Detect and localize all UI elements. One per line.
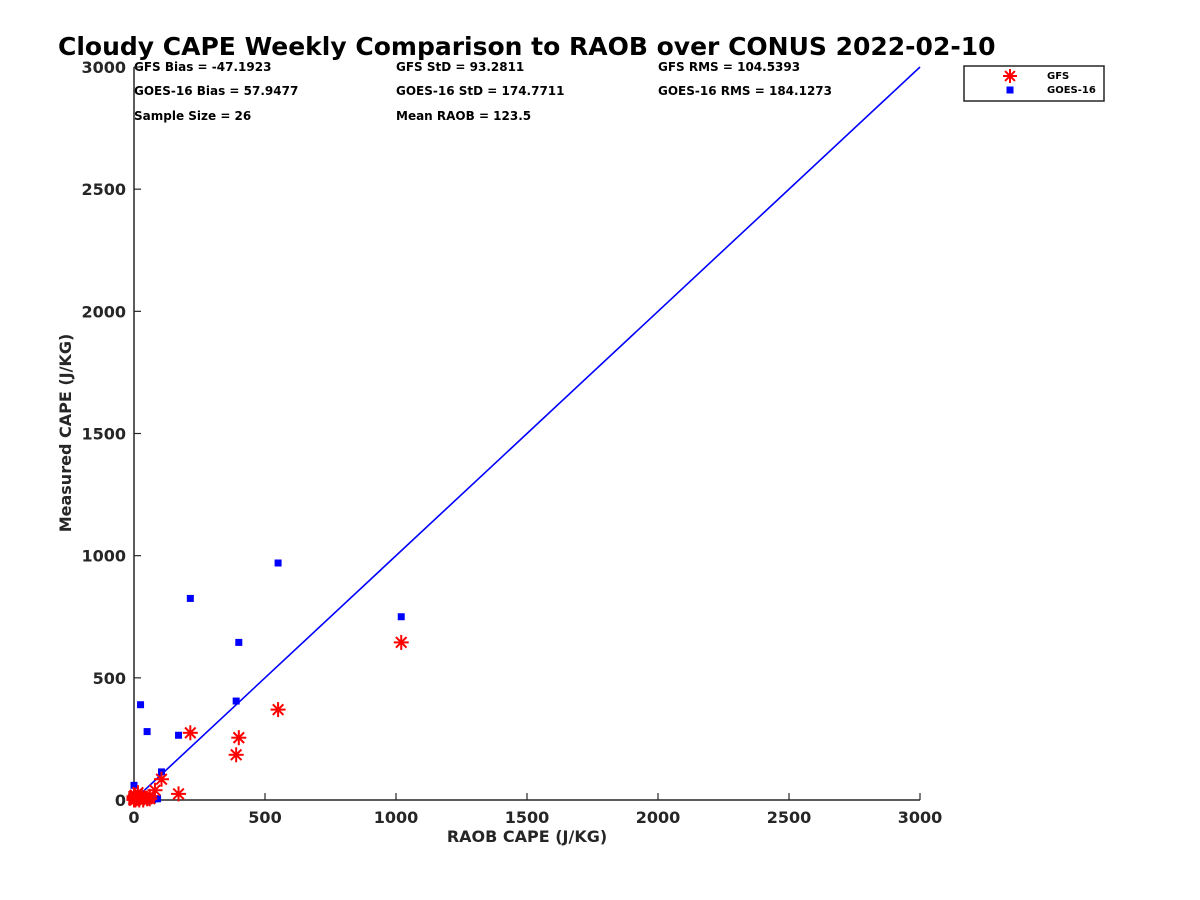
legend-gfs-marker [1003, 69, 1017, 83]
one-to-one-reference-line [133, 66, 921, 801]
gfs-series [126, 634, 409, 808]
stat-text: GFS StD = 93.2811 [396, 60, 524, 74]
goes16-point [137, 701, 145, 709]
legend-goes16-marker [1006, 86, 1014, 94]
legend: GFS GOES-16 [963, 65, 1105, 102]
stat-text: GOES-16 RMS = 184.1273 [658, 84, 832, 98]
gfs-point [171, 786, 187, 802]
y-tick-label: 0 [115, 791, 126, 810]
gfs-point [154, 771, 170, 787]
stat-text: GOES-16 StD = 174.7711 [396, 84, 565, 98]
gfs-point [142, 791, 158, 807]
stat-text: GFS RMS = 104.5393 [658, 60, 800, 74]
goes16-series [130, 559, 405, 804]
stat-text: GFS Bias = -47.1923 [134, 60, 271, 74]
goes16-point [232, 697, 240, 705]
stat-text: Mean RAOB = 123.5 [396, 109, 531, 123]
gfs-point [228, 747, 244, 763]
goes16-point [397, 613, 405, 621]
x-tick-label: 1500 [505, 808, 550, 827]
goes16-point [175, 731, 183, 739]
y-tick-label: 1500 [81, 425, 126, 444]
y-tick-label: 2000 [81, 302, 126, 321]
x-tick-label: 3000 [898, 808, 943, 827]
goes16-point [235, 638, 243, 646]
legend-gfs-asterisk [1003, 69, 1017, 83]
legend-box [963, 65, 1105, 102]
statistics-block: GFS Bias = -47.1923 GFS StD = 93.2811 GFS … [134, 60, 832, 123]
y-tick-label: 500 [93, 669, 126, 688]
y-tick-label: 1000 [81, 547, 126, 566]
goes16-point [154, 795, 162, 803]
gfs-point [270, 702, 286, 718]
legend-goes16-square [1006, 86, 1014, 94]
goes16-point [186, 594, 194, 602]
x-tick-label: 2500 [767, 808, 812, 827]
chart-title: Cloudy CAPE Weekly Comparison to RAOB ov… [58, 32, 996, 61]
x-axis-label: RAOB CAPE (J/KG) [447, 827, 607, 846]
x-tick-label: 2000 [636, 808, 681, 827]
stat-text: GOES-16 Bias = 57.9477 [134, 84, 298, 98]
goes16-point [143, 728, 151, 736]
axis-ticks: 0 500 1000 1500 2000 2500 3000 0 500 1000 1500 2000… [81, 58, 942, 827]
goes16-point [274, 559, 282, 567]
x-tick-label: 500 [248, 808, 281, 827]
goes16-point [130, 781, 138, 789]
x-tick-label: 0 [128, 808, 139, 827]
y-tick-label: 2500 [81, 180, 126, 199]
gfs-point [231, 730, 247, 746]
y-tick-label: 3000 [81, 58, 126, 77]
stat-text: Sample Size = 26 [134, 109, 251, 123]
gfs-point [182, 725, 198, 741]
legend-gfs-label: GFS [1047, 71, 1069, 82]
legend-goes16-label: GOES-16 [1047, 85, 1096, 96]
gfs-point [393, 634, 409, 650]
y-axis-label: Measured CAPE (J/KG) [56, 334, 75, 533]
x-tick-label: 1000 [374, 808, 419, 827]
